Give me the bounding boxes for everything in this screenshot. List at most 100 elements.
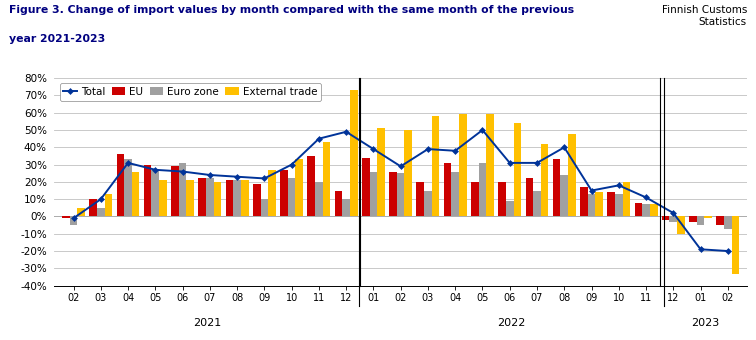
Bar [553, 159, 560, 217]
Bar [689, 217, 697, 222]
Bar [459, 115, 466, 217]
Text: Figure 3. Change of import values by month compared with the same month of the p: Figure 3. Change of import values by mon… [9, 5, 575, 15]
Bar [151, 170, 159, 217]
Text: 2021: 2021 [193, 318, 221, 328]
Bar [724, 217, 732, 228]
Bar [70, 217, 77, 225]
Total [615, 183, 624, 187]
Total [150, 168, 160, 172]
Bar [417, 182, 424, 217]
Bar [104, 194, 112, 217]
Bar [444, 163, 451, 217]
Bar [568, 134, 576, 217]
Line: Total: Total [71, 128, 730, 253]
Bar [424, 190, 432, 217]
Total [587, 188, 596, 192]
Bar [132, 171, 140, 217]
Bar [486, 115, 494, 217]
Bar [342, 199, 350, 217]
Bar [234, 180, 241, 217]
Bar [335, 190, 342, 217]
Text: 2022: 2022 [497, 318, 525, 328]
Total [559, 145, 569, 149]
Bar [214, 182, 222, 217]
Bar [116, 154, 124, 217]
Bar [362, 158, 370, 217]
Total [423, 147, 432, 151]
Bar [124, 159, 132, 217]
Bar [159, 180, 167, 217]
Bar [377, 128, 385, 217]
Bar [615, 194, 623, 217]
Bar [479, 163, 486, 217]
Total [369, 147, 378, 151]
Bar [97, 208, 104, 217]
Total [123, 161, 132, 165]
Total [532, 161, 541, 165]
Total [69, 216, 78, 220]
Total [505, 161, 514, 165]
Bar [370, 171, 377, 217]
Bar [677, 217, 685, 234]
Bar [206, 178, 214, 217]
Bar [634, 203, 643, 217]
Bar [732, 217, 739, 273]
Bar [77, 208, 85, 217]
Bar [670, 217, 677, 222]
Bar [144, 165, 151, 217]
Bar [241, 180, 249, 217]
Total [451, 149, 460, 153]
Bar [525, 178, 533, 217]
Bar [580, 187, 587, 217]
Total [96, 197, 105, 201]
Bar [513, 123, 521, 217]
Bar [187, 180, 194, 217]
Bar [178, 163, 187, 217]
Text: year 2021-2023: year 2021-2023 [9, 34, 105, 44]
Total [287, 163, 296, 167]
Bar [62, 217, 70, 218]
Bar [471, 182, 479, 217]
Bar [560, 175, 568, 217]
Bar [432, 116, 439, 217]
Bar [595, 192, 603, 217]
Total [478, 128, 487, 132]
Total [178, 170, 187, 173]
Bar [623, 182, 631, 217]
Bar [498, 182, 506, 217]
Legend: Total, EU, Euro zone, External trade: Total, EU, Euro zone, External trade [60, 83, 321, 101]
Bar [225, 180, 234, 217]
Bar [280, 170, 288, 217]
Total [260, 176, 269, 181]
Bar [404, 130, 412, 217]
Total [342, 130, 351, 134]
Total [314, 137, 324, 141]
Bar [541, 144, 548, 217]
Bar [261, 199, 268, 217]
Bar [397, 173, 404, 217]
Bar [253, 184, 261, 217]
Total [669, 211, 678, 215]
Total [396, 164, 405, 168]
Total [723, 249, 733, 253]
Bar [506, 201, 513, 217]
Bar [288, 178, 296, 217]
Bar [296, 159, 303, 217]
Bar [607, 192, 615, 217]
Bar [643, 204, 650, 217]
Bar [705, 217, 712, 218]
Bar [308, 156, 315, 217]
Bar [697, 217, 705, 225]
Bar [268, 170, 276, 217]
Bar [89, 199, 97, 217]
Bar [451, 171, 459, 217]
Total [696, 247, 705, 251]
Bar [662, 217, 670, 220]
Bar [587, 194, 595, 217]
Bar [533, 190, 541, 217]
Bar [717, 217, 724, 225]
Bar [171, 166, 178, 217]
Bar [323, 142, 330, 217]
Bar [315, 182, 323, 217]
Total [233, 175, 242, 179]
